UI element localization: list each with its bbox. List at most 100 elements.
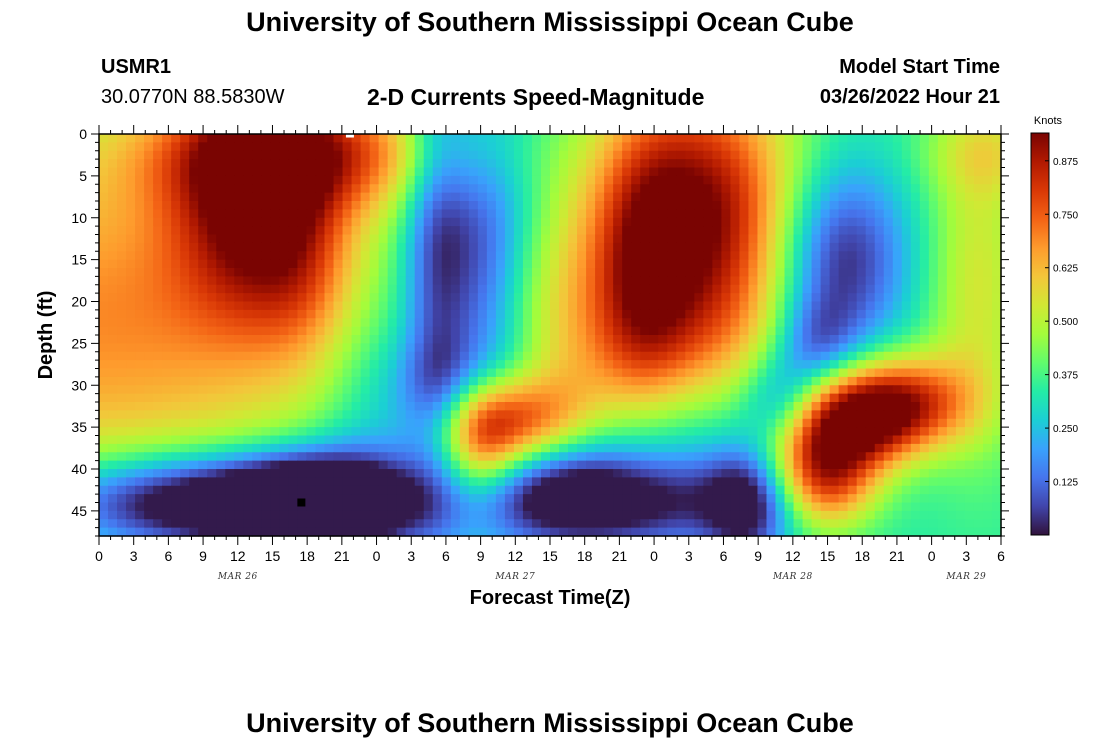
heatmap-cell <box>225 427 235 437</box>
heatmap-cell <box>703 519 713 529</box>
heatmap-cell <box>730 402 741 411</box>
heatmap-cell <box>748 309 759 319</box>
heatmap-cell <box>712 284 722 294</box>
heatmap-cell <box>676 460 686 470</box>
heatmap-cell <box>234 242 244 252</box>
heatmap-cell <box>522 142 533 152</box>
heatmap-cell <box>459 293 470 303</box>
heatmap-cell <box>640 184 650 194</box>
heatmap-cell <box>595 318 605 328</box>
heatmap-cell <box>883 159 894 169</box>
heatmap-cell <box>568 418 578 428</box>
heatmap-cell <box>522 376 533 386</box>
heatmap-cell <box>649 209 659 219</box>
heatmap-cell <box>522 276 533 286</box>
heatmap-cell <box>360 477 371 487</box>
heatmap-cell <box>432 217 443 227</box>
heatmap-cell <box>108 360 118 370</box>
heatmap-cell <box>865 360 876 370</box>
heatmap-cell <box>477 368 488 378</box>
heatmap-cell <box>973 175 984 185</box>
heatmap-cell <box>568 167 578 177</box>
heatmap-cell <box>973 301 984 311</box>
heatmap-cell <box>622 184 632 194</box>
heatmap-cell <box>892 326 903 336</box>
heatmap-cell <box>243 326 253 336</box>
heatmap-cell <box>405 293 416 303</box>
heatmap-cell <box>937 226 948 236</box>
heatmap-cell <box>901 159 912 169</box>
heatmap-cell <box>306 376 317 386</box>
heatmap-cell <box>847 368 858 378</box>
heatmap-cell <box>838 368 849 378</box>
heatmap-cell <box>297 201 308 210</box>
x-tick-label: 6 <box>442 548 450 564</box>
heatmap-cell <box>757 326 768 336</box>
heatmap-cell <box>270 360 280 370</box>
heatmap-cell <box>703 452 713 462</box>
heatmap-cell <box>468 368 479 378</box>
heatmap-cell <box>577 175 587 185</box>
heatmap-cell <box>910 376 921 386</box>
heatmap-cell <box>117 234 127 244</box>
heatmap-cell <box>360 485 371 495</box>
heatmap-cell <box>730 276 741 286</box>
heatmap-cell <box>459 402 470 411</box>
heatmap-cell <box>802 293 813 303</box>
heatmap-cell <box>586 268 596 277</box>
heatmap-cell <box>604 159 614 169</box>
heatmap-cell <box>865 301 876 311</box>
heatmap-cell <box>531 284 542 294</box>
heatmap-cell <box>802 301 813 311</box>
heatmap-cell <box>820 209 831 219</box>
heatmap-cell <box>432 527 443 537</box>
heatmap-cell <box>937 134 948 143</box>
heatmap-cell <box>450 410 461 420</box>
heatmap-cell <box>964 192 975 202</box>
heatmap-cell <box>252 477 262 487</box>
heatmap-cell <box>757 519 768 529</box>
heatmap-cell <box>730 134 741 143</box>
heatmap-cell <box>144 234 154 244</box>
heatmap-cell <box>360 410 371 420</box>
heatmap-cell <box>522 393 533 403</box>
heatmap-cell <box>550 418 560 428</box>
heatmap-cell <box>811 134 822 143</box>
heatmap-cell <box>198 226 208 236</box>
heatmap-cell <box>577 452 587 462</box>
heatmap-cell <box>973 385 984 395</box>
heatmap-cell <box>126 301 136 311</box>
heatmap-cell <box>739 410 750 420</box>
heatmap-cell <box>604 410 614 420</box>
heatmap-cell <box>378 192 389 202</box>
heatmap-cell <box>243 460 253 470</box>
heatmap-cell <box>432 460 443 470</box>
heatmap-cell <box>820 502 831 512</box>
heatmap-cell <box>604 435 614 445</box>
heatmap-cell <box>892 460 903 470</box>
heatmap-cell <box>153 510 163 520</box>
heatmap-cell <box>342 276 353 286</box>
x-tick-label: 0 <box>928 548 936 564</box>
heatmap-cell <box>694 510 704 520</box>
heatmap-cell <box>559 268 569 277</box>
heatmap-cell <box>162 318 172 328</box>
heatmap-cell <box>721 268 731 277</box>
heatmap-cell <box>586 293 596 303</box>
heatmap-cell <box>234 452 244 462</box>
heatmap-cell <box>324 192 335 202</box>
heatmap-cell <box>279 527 290 537</box>
heatmap-cell <box>369 410 380 420</box>
heatmap-cell <box>522 234 533 244</box>
heatmap-cell <box>459 326 470 336</box>
heatmap-cell <box>649 192 659 202</box>
heatmap-cell <box>667 209 677 219</box>
heatmap-cell <box>892 276 903 286</box>
heatmap-cell <box>739 184 750 194</box>
heatmap-cell <box>649 251 659 261</box>
heatmap-cell <box>198 284 208 294</box>
heatmap-cell <box>513 184 524 194</box>
heatmap-cell <box>324 502 335 512</box>
heatmap-cell <box>847 410 858 420</box>
heatmap-cell <box>595 167 605 177</box>
